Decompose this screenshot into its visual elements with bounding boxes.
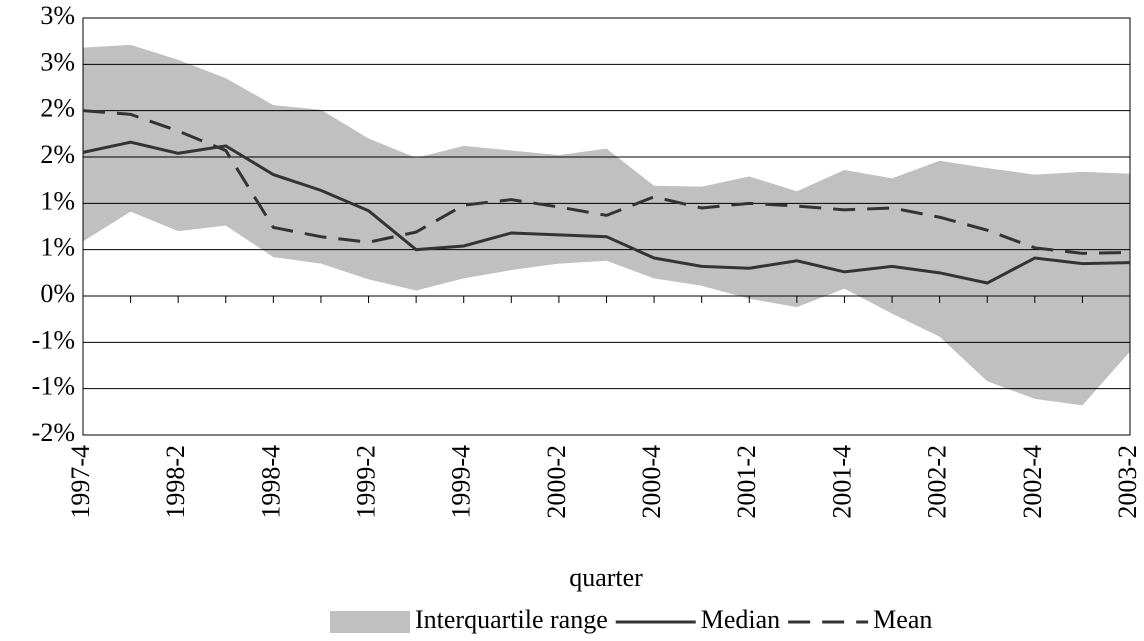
y-tick-label: -2% <box>32 418 75 447</box>
y-tick-label: 1% <box>40 186 75 215</box>
x-axis-title: quarter <box>569 563 643 592</box>
y-tick-label: 1% <box>40 233 75 262</box>
y-tick-label: 3% <box>40 47 75 76</box>
x-tick-label: 1997-4 <box>66 445 95 519</box>
x-tick-label: 1999-4 <box>447 445 476 519</box>
y-tick-label: 2% <box>40 140 75 169</box>
y-tick-label: 2% <box>40 94 75 123</box>
plot-border <box>82 17 1131 436</box>
x-tick-label: 2001-4 <box>827 445 856 519</box>
y-tick-label: 0% <box>40 279 75 308</box>
legend-label: Interquartile range <box>415 605 608 634</box>
x-tick-label: 2000-4 <box>637 445 666 519</box>
legend-label: Mean <box>873 605 932 634</box>
x-tick-label: 1998-4 <box>256 445 285 519</box>
x-tick-label: 2002-4 <box>1018 445 1047 519</box>
x-tick-label: 2002-2 <box>923 445 952 519</box>
x-tick-label: 1999-2 <box>352 445 381 519</box>
legend-swatch <box>330 611 410 633</box>
legend-label: Median <box>701 605 780 634</box>
y-tick-label: -1% <box>32 372 75 401</box>
interquartile-band <box>83 44 1130 406</box>
series-line <box>82 140 1131 285</box>
x-tick-label: 1998-2 <box>161 445 190 519</box>
y-tick-label: -1% <box>32 325 75 354</box>
series-line <box>82 109 1131 255</box>
x-tick-label: 2000-2 <box>542 445 571 519</box>
y-tick-label: 3% <box>40 1 75 30</box>
x-tick-label: 2003-2 <box>1113 445 1142 519</box>
x-tick-label: 2001-2 <box>732 445 761 519</box>
